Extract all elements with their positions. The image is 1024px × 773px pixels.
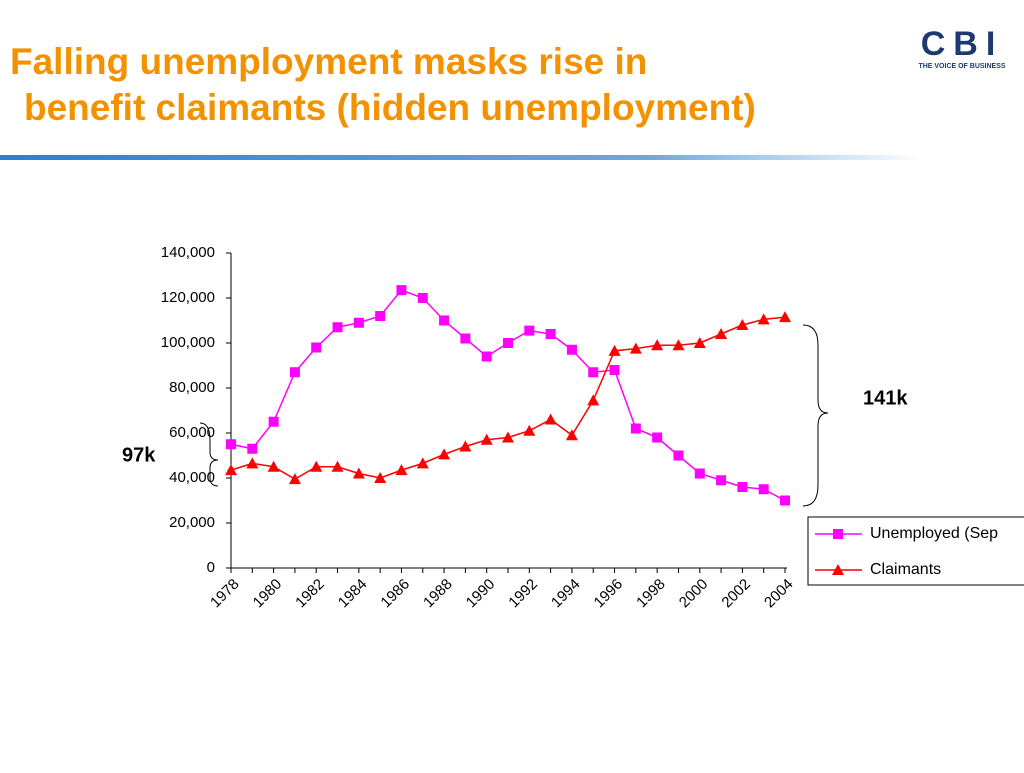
data-point bbox=[353, 317, 364, 328]
logo: CBI bbox=[921, 25, 1004, 63]
data-point bbox=[609, 365, 620, 375]
data-point bbox=[630, 423, 641, 434]
data-point bbox=[417, 293, 428, 303]
title: Falling unemployment masks rise in bbox=[10, 41, 647, 82]
data-point bbox=[672, 339, 685, 351]
data-point bbox=[565, 429, 578, 441]
y-tick-label: 20,000 bbox=[169, 514, 215, 531]
annotation: 97k bbox=[122, 444, 156, 466]
data-point bbox=[289, 367, 300, 378]
y-tick-label: 0 bbox=[207, 559, 215, 576]
legend-box bbox=[807, 516, 1024, 586]
x-tick-label: 2000 bbox=[676, 576, 712, 612]
data-point bbox=[757, 313, 770, 325]
data-point bbox=[716, 475, 727, 486]
x-tick-label: 1982 bbox=[292, 576, 328, 612]
y-tick-label: 60,000 bbox=[169, 424, 215, 441]
data-point bbox=[481, 351, 492, 362]
data-point bbox=[480, 433, 493, 445]
x-tick-label: 1984 bbox=[335, 576, 371, 612]
y-tick-label: 80,000 bbox=[169, 379, 215, 396]
data-point bbox=[288, 473, 301, 485]
data-point bbox=[310, 460, 323, 472]
data-point bbox=[780, 495, 790, 506]
x-tick-label: 2002 bbox=[718, 576, 754, 612]
data-point bbox=[395, 464, 408, 476]
x-tick-label: 1998 bbox=[633, 576, 669, 612]
data-point bbox=[651, 339, 664, 351]
y-tick-label: 120,000 bbox=[161, 289, 215, 306]
y-tick-label: 100,000 bbox=[161, 334, 215, 351]
title-rule bbox=[0, 155, 925, 160]
legend-label: Unemployed (Sep bbox=[870, 525, 998, 542]
brace bbox=[199, 422, 219, 487]
x-tick-label: 1992 bbox=[505, 576, 541, 612]
annotation: 141k bbox=[863, 387, 908, 409]
brace bbox=[802, 324, 829, 507]
data-point bbox=[268, 416, 279, 427]
data-point bbox=[352, 467, 365, 479]
data-point bbox=[737, 482, 748, 492]
x-tick-label: 2004 bbox=[761, 576, 797, 612]
data-point bbox=[673, 450, 684, 461]
data-point bbox=[545, 329, 556, 339]
data-point bbox=[416, 457, 429, 469]
x-tick-label: 1986 bbox=[377, 576, 413, 612]
legend-label: Claimants bbox=[870, 561, 941, 578]
data-point bbox=[736, 319, 749, 330]
data-point bbox=[587, 394, 600, 406]
data-point bbox=[332, 322, 343, 333]
x-tick-label: 1978 bbox=[207, 576, 243, 612]
data-point bbox=[459, 440, 472, 452]
y-tick-label: 40,000 bbox=[169, 469, 215, 486]
legend-marker bbox=[832, 564, 844, 575]
data-point bbox=[439, 315, 450, 326]
data-point bbox=[247, 443, 258, 454]
data-point bbox=[502, 431, 514, 443]
logo-tagline: THE VOICE OF BUSINESS bbox=[918, 63, 1005, 70]
data-point bbox=[566, 344, 577, 355]
data-point bbox=[226, 439, 236, 450]
data-point bbox=[396, 285, 407, 296]
data-point bbox=[311, 342, 322, 353]
title: benefit claimants (hidden unemployment) bbox=[24, 87, 756, 128]
x-tick-label: 1990 bbox=[463, 576, 499, 612]
data-point bbox=[438, 448, 451, 460]
x-tick-label: 1994 bbox=[548, 576, 584, 612]
data-point bbox=[693, 337, 706, 348]
data-point bbox=[523, 424, 536, 436]
data-point bbox=[588, 367, 599, 378]
x-tick-label: 1980 bbox=[250, 576, 286, 612]
data-point bbox=[246, 457, 259, 469]
data-point bbox=[331, 460, 344, 472]
data-point bbox=[375, 311, 386, 321]
x-tick-label: 1988 bbox=[420, 576, 456, 612]
data-point bbox=[524, 325, 535, 336]
x-tick-label: 1996 bbox=[591, 576, 627, 612]
legend-marker bbox=[833, 529, 843, 539]
y-tick-label: 140,000 bbox=[161, 244, 215, 261]
data-point bbox=[758, 484, 769, 495]
data-point bbox=[779, 311, 791, 323]
data-point bbox=[374, 472, 387, 483]
data-point bbox=[267, 460, 280, 472]
data-point bbox=[225, 464, 237, 476]
data-point bbox=[460, 333, 471, 344]
data-point bbox=[694, 468, 705, 479]
data-point bbox=[503, 338, 513, 348]
data-point bbox=[629, 342, 642, 354]
data-point bbox=[715, 328, 728, 339]
data-point bbox=[608, 344, 621, 356]
data-point bbox=[544, 413, 557, 425]
data-point bbox=[652, 432, 663, 443]
